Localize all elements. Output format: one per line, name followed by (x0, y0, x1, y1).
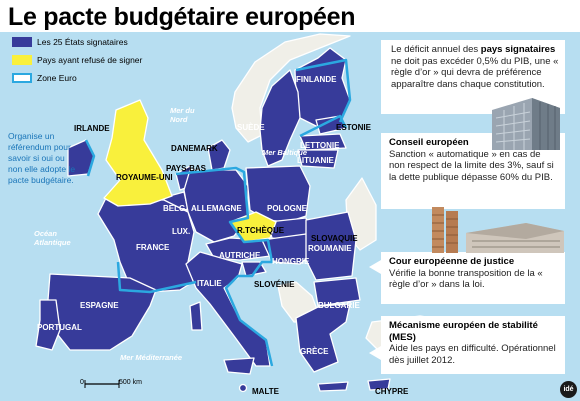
latvia-shape (299, 133, 347, 151)
box-title: Cour européenne de justice (389, 256, 515, 267)
mer-baltique-label: Mer Baltique (262, 148, 307, 157)
legend-swatch-yellow (12, 55, 32, 65)
court-building-image (432, 207, 564, 253)
scale-unit: km (132, 379, 142, 386)
label-lux: LUX. (172, 227, 190, 236)
label-lituanie: LITUANIE (297, 156, 335, 165)
sea-label-med: Mer Méditerranée (120, 353, 182, 362)
box-text: Vérifie la bonne transposition de la « r… (389, 267, 543, 291)
denmark-shape (207, 139, 231, 171)
cyprus-shape (367, 378, 391, 391)
legend-label: Les 25 États signataires (37, 37, 128, 47)
ireland-referendum-note: Organise un référendum pour savoir si ou… (8, 131, 76, 185)
lithuania-shape (297, 149, 339, 169)
sweden-shape (259, 69, 301, 167)
uk-shape (103, 99, 173, 207)
label-royaume-uni: ROYAUME-UNI (116, 173, 173, 182)
spain-shape (47, 273, 157, 351)
sea-label-baltique: Mer Baltique (262, 148, 307, 157)
sea-label-line2: Atlantique (33, 238, 71, 247)
box-text: Aide les pays en difficulté. Opérationne… (389, 343, 556, 366)
label-pologne: POLOGNE (267, 204, 308, 213)
romania-shape (305, 211, 357, 281)
legend-label: Zone Euro (37, 73, 77, 83)
label-belgique: BELG. (163, 204, 187, 213)
council-building-image (492, 98, 560, 150)
label-suede: SUÈDE (237, 123, 265, 132)
portugal-shape (35, 299, 61, 351)
legend-label: Pays ayant refusé de signer (37, 55, 143, 65)
box-text: Le déficit annuel des (391, 44, 481, 55)
scale-zero: 0 (80, 379, 84, 386)
eurozone-outline (84, 58, 352, 367)
mer-du-nord-label: Mer du (170, 106, 195, 115)
label-estonie: ESTONIE (336, 123, 372, 132)
label-hongrie: HONGRIE (272, 257, 310, 266)
label-irlande: IRLANDE (74, 124, 110, 133)
scale-label: 500 km (119, 379, 142, 386)
legend-swatch-outline (12, 73, 32, 83)
sea-label-line2: Nord (170, 115, 188, 124)
label-danemark: DANEMARK (171, 144, 218, 153)
greece-shape (295, 303, 351, 373)
label-malte: MALTE (252, 387, 280, 396)
label-espagne: ESPAGNE (80, 301, 119, 310)
box-text: Sanction « automatique » en cas de non r… (389, 148, 554, 183)
info-box-mes: Mécanisme européen de stabilité (MES) Ai… (369, 316, 565, 374)
mer-mediterranee-label: Mer Méditerranée (120, 353, 182, 362)
label-roumanie: ROUMANIE (308, 244, 352, 253)
box-title: Mécanisme européen de stabilité (MES) (389, 320, 538, 343)
label-grece: GRÈCE (300, 347, 329, 356)
box-bold: pays signataires (480, 44, 556, 55)
bulgaria-shape (313, 277, 361, 307)
label-rtcheque: R.TCHÈQUE (237, 226, 285, 235)
sea-label-atlantique: Océan Atlantique (33, 229, 71, 247)
legend-swatch-blue (12, 37, 32, 47)
label-chypre: CHYPRE (375, 387, 409, 396)
label-slovaquie: SLOVAQUIE (311, 234, 358, 243)
label-lettonie: LETTONIE (300, 141, 340, 150)
info-box-cour: Cour européenne de justice Vérifie la bo… (369, 252, 565, 304)
label-finlande: FINLANDE (296, 75, 337, 84)
label-pays-bas: PAYS-BAS (166, 164, 207, 173)
malta-shape (238, 383, 248, 393)
label-autriche: AUTRICHE (219, 251, 261, 260)
scale-bar (84, 380, 120, 388)
page-title: Le pacte budgétaire européen (8, 3, 356, 31)
box-title: Conseil européen (389, 137, 469, 148)
label-italie: ITALIE (197, 279, 222, 288)
ocean-atlantique-label: Océan (34, 229, 57, 238)
scale-value: 500 (119, 379, 131, 386)
box-pointer (369, 260, 381, 274)
agency-logo: idé (560, 381, 577, 398)
label-bulgarie: BULGARIE (318, 301, 360, 310)
label-allemagne: ALLEMAGNE (191, 204, 242, 213)
sardinia-shape (189, 301, 203, 331)
box-pointer (369, 346, 381, 360)
norway-shape (231, 33, 351, 143)
label-portugal: PORTUGAL (37, 323, 82, 332)
sea-label-nord-1: Mer du Nord (170, 106, 195, 124)
sicily-shape (223, 357, 255, 375)
label-slovenie: SLOVÉNIE (254, 280, 295, 289)
crete-shape (317, 381, 349, 392)
box-text: ne doit pas excéder 0,5% du PIB, une « r… (391, 55, 559, 90)
label-france: FRANCE (136, 243, 170, 252)
